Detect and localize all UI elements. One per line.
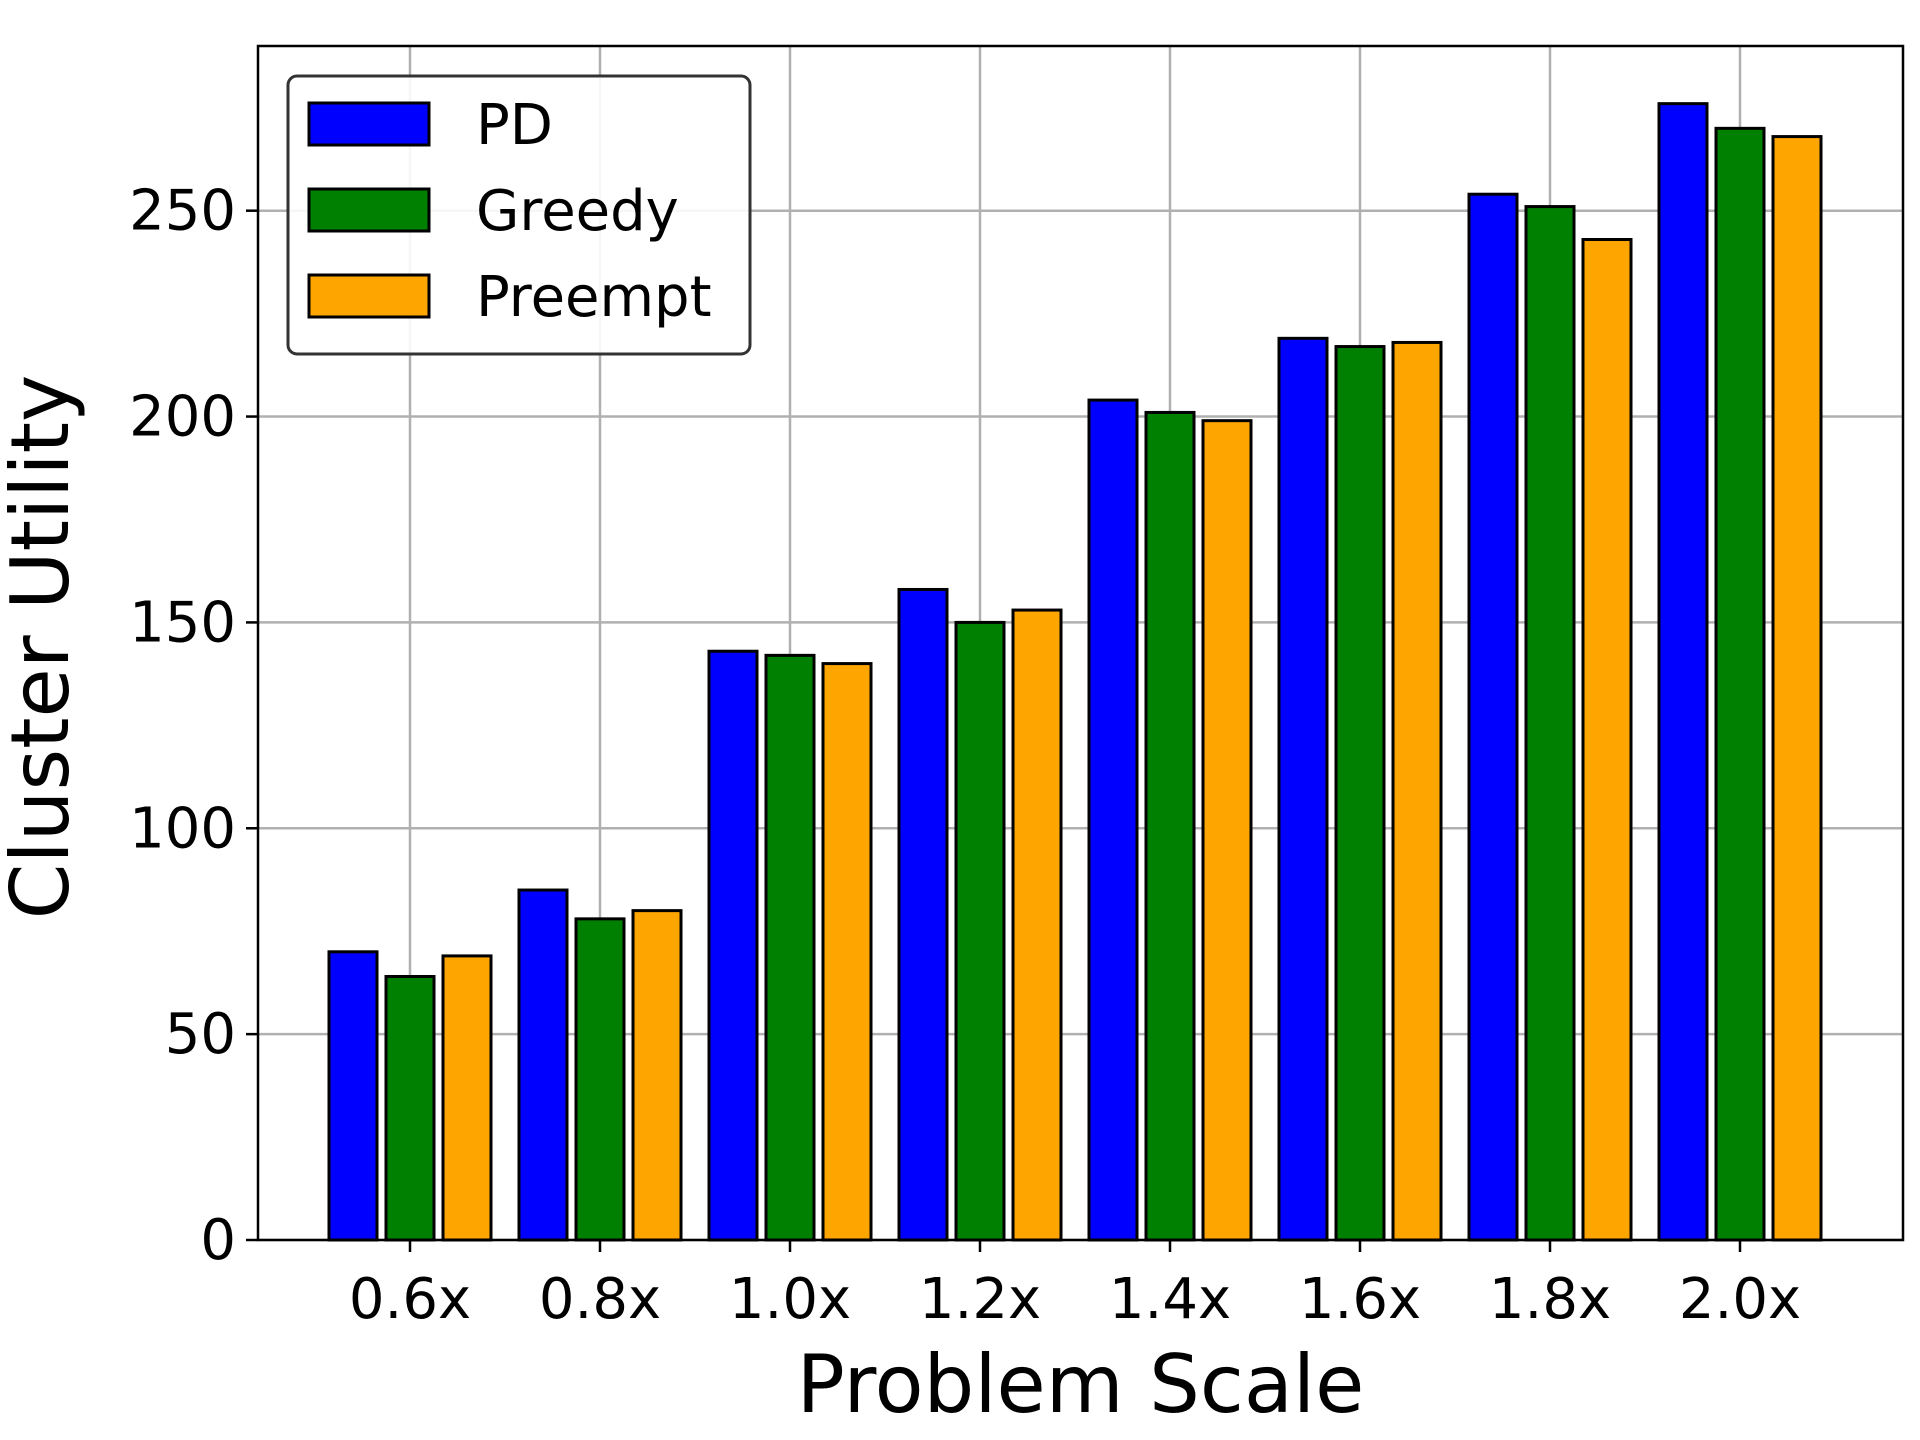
- bar-greedy-1.0x: [764, 653, 816, 1242]
- bar-preempt-1.6x: [1391, 340, 1443, 1242]
- bar-preempt-1.0x: [821, 662, 873, 1242]
- bar-greedy-0.6x: [384, 974, 436, 1242]
- bar-preempt-2.0x: [1771, 135, 1823, 1242]
- bar-preempt-1.2x: [1011, 608, 1063, 1242]
- bar-greedy-0.8x: [574, 917, 626, 1242]
- bar-greedy-1.8x: [1524, 205, 1576, 1242]
- bar-greedy-1.6x: [1334, 345, 1386, 1242]
- x-tick-label: 0.6x: [349, 1267, 471, 1332]
- y-tick-label: 50: [165, 1002, 236, 1067]
- bar-preempt-0.6x: [441, 954, 493, 1242]
- x-axis-ticks: 0.6x 0.8x 1.0x 1.2x 1.4x 1.6x 1.8x 2.0x: [349, 1240, 1801, 1332]
- bar-pd-0.8x: [517, 888, 569, 1242]
- bar-greedy-1.4x: [1144, 410, 1196, 1242]
- legend-swatch-preempt: [307, 273, 431, 319]
- legend-label-greedy: Greedy: [476, 179, 679, 244]
- bar-preempt-1.4x: [1201, 419, 1253, 1242]
- x-tick-label: 1.2x: [919, 1267, 1041, 1332]
- bar-pd-1.0x: [707, 649, 759, 1242]
- legend-swatch-greedy: [307, 187, 431, 233]
- x-tick-label: 1.8x: [1489, 1267, 1611, 1332]
- bars-group: [327, 102, 1823, 1242]
- bar-pd-1.8x: [1467, 192, 1519, 1242]
- y-tick-label: 200: [129, 385, 236, 450]
- plot-frame: [256, 44, 1905, 1242]
- bar-greedy-2.0x: [1714, 126, 1766, 1242]
- legend-label-preempt: Preempt: [476, 265, 712, 330]
- x-tick-label: 0.8x: [539, 1267, 661, 1332]
- y-axis-label: Cluster Utility: [0, 375, 87, 920]
- y-tick-label: 100: [129, 796, 236, 861]
- y-tick-label: 150: [129, 590, 236, 655]
- legend-label-pd: PD: [476, 93, 553, 158]
- bar-greedy-1.2x: [954, 620, 1006, 1242]
- legend-swatch-pd: [307, 101, 431, 147]
- bar-pd-1.2x: [897, 587, 949, 1242]
- bar-pd-0.6x: [327, 950, 379, 1242]
- y-axis-ticks: 0 50 100 150 200 250: [129, 179, 258, 1273]
- bar-pd-1.6x: [1277, 336, 1329, 1242]
- bar-pd-1.4x: [1087, 398, 1139, 1242]
- x-tick-label: 1.6x: [1299, 1267, 1421, 1332]
- x-axis-label: Problem Scale: [797, 1338, 1365, 1431]
- y-tick-label: 250: [129, 179, 236, 244]
- legend: PD Greedy Preempt: [286, 74, 752, 356]
- bar-preempt-1.8x: [1581, 238, 1633, 1242]
- bar-pd-2.0x: [1657, 102, 1709, 1242]
- x-tick-label: 1.0x: [729, 1267, 851, 1332]
- y-tick-label: 0: [200, 1208, 236, 1273]
- x-tick-label: 1.4x: [1109, 1267, 1231, 1332]
- bar-preempt-0.8x: [631, 909, 683, 1242]
- x-tick-label: 2.0x: [1679, 1267, 1801, 1332]
